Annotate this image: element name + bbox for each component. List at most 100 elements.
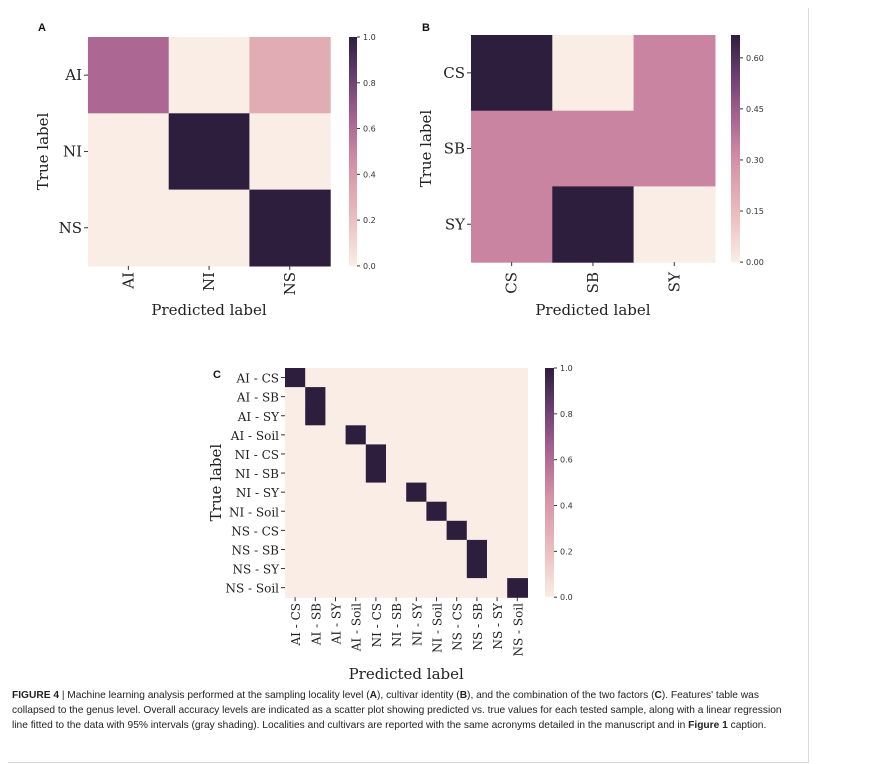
panel-c-heatmap-cell: [487, 406, 508, 426]
panel-c-heatmap-cell: [507, 406, 528, 426]
panel-c-heatmap-cell: [285, 406, 306, 426]
panel-c-heatmap-cell: [305, 425, 326, 445]
panel-a-colorbar: [349, 37, 357, 266]
panel-c-heatmap-cell: [406, 559, 427, 579]
panel-a-y-tick-label: NS: [59, 219, 82, 237]
panel-c-heatmap-cell: [285, 444, 306, 465]
panel-c-heatmap-cell: [386, 406, 407, 426]
panel-c-heatmap-cell: [305, 444, 326, 465]
panel-c-heatmap-cell: [365, 387, 387, 407]
panel-c-heatmap-cell: [406, 368, 427, 388]
panel-c-x-tick-label: NS - SB: [471, 603, 485, 651]
panel-a-heatmap-cell: [249, 113, 331, 191]
panel-c-heatmap-cell: [325, 444, 347, 465]
panel-c-heatmap-cell: [386, 444, 407, 465]
panel-c-heatmap-cell: [426, 463, 448, 484]
panel-a-heatmap-cell: [88, 37, 170, 114]
panel-c-heatmap-cell: [386, 559, 407, 579]
panel-c-heatmap-cell: [325, 482, 347, 503]
panel-c-heatmap-cell: [365, 501, 387, 522]
panel-c-heatmap-cell: [446, 539, 468, 560]
panel-c-heatmap-cell: [487, 578, 508, 598]
panel-c-heatmap-cell: [345, 387, 367, 407]
caption-text-3: ), and the combination of the two factor…: [467, 690, 655, 701]
panel-c-heatmap-cell: [365, 539, 387, 560]
panel-letter-a: A: [38, 22, 46, 34]
panel-c-heatmap-cell: [325, 501, 347, 522]
panel-c-heatmap-cell: [325, 559, 347, 579]
figure-frame: [8, 8, 809, 763]
panel-a-y-axis-label: True label: [34, 112, 52, 190]
panel-c-y-tick-label: AI - SY: [237, 410, 280, 424]
panel-c-heatmap-cell: [426, 501, 448, 522]
panel-c-heatmap-cell: [305, 578, 326, 598]
panel-a-heatmap-cell: [88, 113, 170, 191]
panel-c-heatmap-cell: [345, 463, 367, 484]
panel-c-heatmap-cell: [446, 578, 468, 598]
panel-c-x-tick-label: AI - CS: [289, 603, 303, 647]
panel-c-heatmap-cell: [466, 578, 488, 598]
panel-c-heatmap-cell: [345, 368, 367, 388]
panel-c-heatmap-cell: [507, 425, 528, 445]
panel-b-heatmap-cell: [552, 110, 635, 187]
panel-b-heatmap-cell: [471, 110, 553, 187]
panel-c-heatmap-cell: [305, 368, 326, 388]
panel-c-colorbar-tick-label: 0.4: [560, 502, 573, 511]
panel-b-colorbar: [731, 35, 740, 263]
panel-c-heatmap-cell: [386, 578, 407, 598]
panel-c-heatmap-cell: [365, 482, 387, 503]
panel-c-heatmap-cell: [365, 425, 387, 445]
panel-c-heatmap-cell: [466, 559, 488, 579]
panel-c-heatmap-cell: [325, 463, 347, 484]
panel-c-heatmap-cell: [507, 444, 528, 465]
panel-c-x-axis-label: Predicted label: [349, 665, 464, 683]
panel-c-heatmap-cell: [426, 387, 448, 407]
panel-c-heatmap-cell: [386, 520, 407, 541]
panel-b-colorbar-tick-label: 0.60: [746, 54, 764, 63]
panel-a-x-tick-label: NS: [281, 272, 299, 295]
panel-c-heatmap-cell: [386, 482, 407, 503]
panel-b-x-tick-label: CS: [503, 272, 521, 294]
panel-c-y-tick-label: NI - SB: [235, 467, 279, 481]
panel-c-x-tick-label: NS - Soil: [511, 603, 525, 657]
panel-c-heatmap-cell: [345, 444, 367, 465]
panel-c-heatmap-cell: [487, 387, 508, 407]
panel-c-heatmap-cell: [446, 559, 468, 579]
panel-c-heatmap-cell: [386, 368, 407, 388]
panel-c-heatmap-cell: [507, 520, 528, 541]
panel-c-heatmap-cell: [446, 425, 468, 445]
panel-a-colorbar-tick-label: 0.0: [363, 262, 376, 271]
panel-c-heatmap-cell: [305, 539, 326, 560]
panel-b-heatmap-cell: [471, 186, 553, 263]
panel-b-heatmap-cell: [633, 110, 716, 187]
panel-a-colorbar-tick-label: 0.4: [363, 170, 376, 179]
panel-c-heatmap-cell: [365, 520, 387, 541]
panel-a-heatmap-cell: [249, 37, 331, 114]
panel-c-heatmap-cell: [345, 425, 367, 445]
panel-c-heatmap-cell: [285, 578, 306, 598]
panel-c-heatmap-cell: [466, 539, 488, 560]
panel-c-heatmap-cell: [426, 559, 448, 579]
panel-c-heatmap-cell: [305, 559, 326, 579]
panel-c-heatmap-cell: [406, 578, 427, 598]
panel-c-heatmap-cell: [325, 425, 347, 445]
panel-c-heatmap-cell: [466, 444, 488, 465]
caption-ref-a: A: [369, 690, 378, 701]
panel-c-x-tick-label: NI - Soil: [431, 603, 445, 653]
panel-c-heatmap-cell: [446, 463, 468, 484]
panel-c-heatmap-cell: [345, 520, 367, 541]
panel-c-heatmap-cell: [446, 387, 468, 407]
panel-c-y-tick-label: AI - SB: [236, 391, 279, 405]
panel-b-y-tick-label: SY: [445, 215, 466, 233]
panel-c-heatmap-cell: [426, 520, 448, 541]
panel-b-heatmap-cell: [471, 35, 553, 112]
panel-c-heatmap-cell: [426, 444, 448, 465]
panel-c-heatmap-cell: [345, 501, 367, 522]
panel-c-y-tick-label: NS - SB: [232, 543, 280, 557]
panel-a-colorbar-tick-label: 0.8: [363, 79, 376, 88]
panel-c-heatmap-cell: [285, 463, 306, 484]
panel-c-heatmap-cell: [285, 425, 306, 445]
panel-c-heatmap-cell: [426, 482, 448, 503]
panel-c-heatmap-cell: [305, 482, 326, 503]
panel-c-heatmap-cell: [507, 482, 528, 503]
